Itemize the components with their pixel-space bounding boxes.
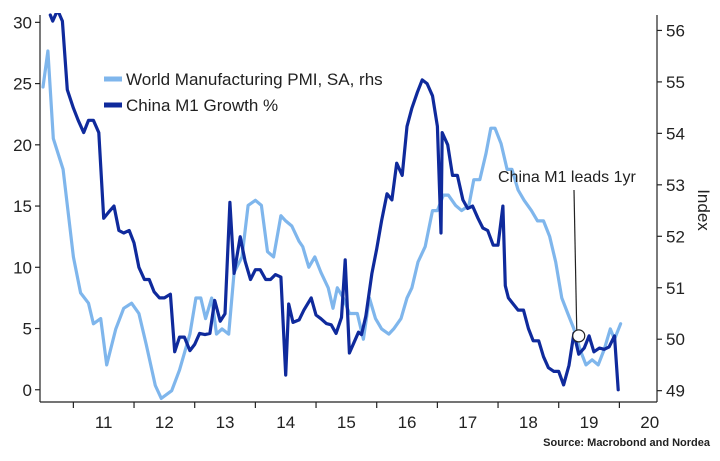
left-tick-label: 25	[13, 75, 32, 94]
x-tick-label: 17	[458, 413, 477, 432]
left-tick-label: 10	[13, 258, 32, 277]
right-tick-label: 49	[666, 382, 685, 401]
right-tick-label: 52	[666, 227, 685, 246]
x-tick-label: 12	[155, 413, 174, 432]
x-tick-label: 18	[519, 413, 538, 432]
right-tick-label: 50	[666, 330, 685, 349]
left-tick-label: 5	[23, 320, 32, 339]
right-axis-title: Index	[694, 189, 713, 231]
left-tick-label: 30	[13, 13, 32, 32]
series-line-china-m1	[48, 13, 620, 392]
left-tick-label: 0	[23, 381, 32, 400]
right-tick-label: 51	[666, 279, 685, 298]
legend-label-china-m1: China M1 Growth %	[126, 96, 278, 115]
x-tick-label: 15	[337, 413, 356, 432]
right-axis: 49 50 51 52 53 54 55 56	[656, 15, 685, 402]
right-tick-label: 53	[666, 176, 685, 195]
x-tick-label: 11	[95, 413, 113, 432]
x-tick-label: 16	[398, 413, 417, 432]
right-tick-label: 54	[666, 124, 685, 143]
legend: World Manufacturing PMI, SA, rhs China M…	[104, 70, 383, 115]
annotation-label: China M1 leads 1yr	[498, 169, 637, 186]
annotation: China M1 leads 1yr	[498, 169, 637, 343]
right-tick-label: 55	[666, 73, 685, 92]
legend-label-world-pmi: World Manufacturing PMI, SA, rhs	[126, 70, 383, 89]
left-tick-label: 15	[13, 197, 32, 216]
x-tick-label: 19	[580, 413, 599, 432]
right-tick-label: 56	[666, 21, 685, 40]
x-tick-label: 14	[276, 413, 295, 432]
legend-item-world-pmi: World Manufacturing PMI, SA, rhs	[104, 70, 383, 89]
x-tick-label: 20	[640, 413, 659, 432]
annotation-marker	[572, 329, 586, 343]
left-axis: 0 5 10 15 20 25 30	[13, 13, 41, 402]
annotation-leader-line	[573, 189, 578, 330]
plot-area	[41, 13, 623, 400]
left-tick-label: 20	[13, 136, 32, 155]
source-label: Source: Macrobond and Nordea	[543, 437, 711, 449]
x-axis: 11 12 13 14 15 16 17 18 19 20	[40, 401, 659, 432]
x-tick-label: 13	[216, 413, 235, 432]
legend-item-china-m1: China M1 Growth %	[104, 96, 278, 115]
